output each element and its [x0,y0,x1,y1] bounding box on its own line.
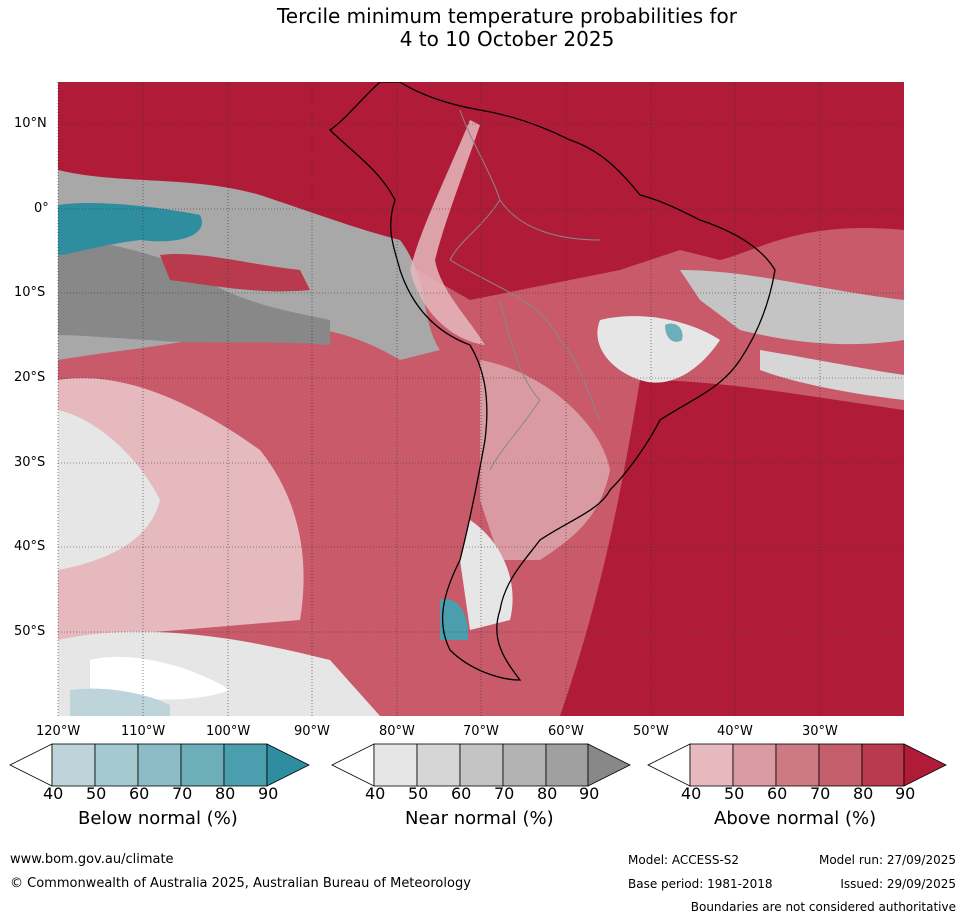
near-swatch-4 [545,743,589,787]
pacific-pale-above [58,378,304,640]
above-tick-50: 50 [724,784,745,803]
footer-copyright: © Commonwealth of Australia 2025, Austra… [10,876,471,891]
lon-label-40w: 40°W [717,724,753,739]
lat-label-40s: 40°S [14,539,46,554]
near-tick-40: 40 [365,784,386,803]
near-arrow-right [587,743,631,787]
below-normal-patch-east-pacific [58,203,202,255]
lon-label-90w: 90°W [294,724,330,739]
lat-label-0: 0° [34,201,49,216]
tropical-atlantic-near-normal [680,270,904,345]
footer-issued: Issued: 29/09/2025 [840,877,956,891]
lat-label-10n: 10°N [14,116,47,131]
above-arrow-right [903,743,947,787]
below-swatch-3 [180,743,225,787]
above-swatch-1 [732,743,777,787]
lat-label-50s: 50°S [14,624,46,639]
above-swatch-3 [818,743,863,787]
near-tick-90: 90 [579,784,600,803]
below-swatch-0 [51,743,96,787]
below-swatch-2 [137,743,182,787]
lon-label-110w: 110°W [121,724,166,739]
near-legend-title: Near normal (%) [405,808,554,829]
below-tick-50: 50 [86,784,107,803]
brazil-near-normal-patch [597,316,720,383]
below-arrow-left [9,743,53,787]
lat-label-10s: 10°S [14,285,46,300]
above-swatch-0 [689,743,734,787]
legend-near-normal [331,743,631,787]
lat-label-20s: 20°S [14,370,46,385]
lon-label-100w: 100°W [206,724,251,739]
footer-model: Model: ACCESS-S2 [628,853,740,867]
title-line-1: Tercile minimum temperature probabilitie… [276,4,738,28]
lon-label-70w: 70°W [463,724,499,739]
legend-below-normal [9,743,310,787]
footer-website: www.bom.gov.au/climate [10,852,174,867]
below-tick-80: 80 [215,784,236,803]
below-swatch-4 [223,743,268,787]
below-tick-90: 90 [258,784,279,803]
below-tick-70: 70 [172,784,193,803]
below-tick-60: 60 [129,784,150,803]
red-tongue-pacific [160,253,310,292]
near-arrow-left [331,743,375,787]
above-tick-40: 40 [681,784,702,803]
near-swatch-0 [373,743,418,787]
above-tick-60: 60 [767,784,788,803]
below-legend-title: Below normal (%) [78,808,238,829]
argentina-above-moderate [480,360,610,560]
title-line-2: 4 to 10 October 2025 [399,27,615,51]
lon-label-50w: 50°W [633,724,669,739]
above-tick-80: 80 [853,784,874,803]
footer-model-run: Model run: 27/09/2025 [818,853,956,867]
southern-below-patch [70,688,170,716]
near-swatch-3 [502,743,547,787]
below-tick-40: 40 [43,784,64,803]
lon-label-120w: 120°W [36,724,81,739]
near-tick-80: 80 [537,784,558,803]
above-tick-90: 90 [895,784,916,803]
lon-label-30w: 30°W [802,724,838,739]
near-tick-70: 70 [494,784,515,803]
map-panel [58,82,904,716]
lon-label-60w: 60°W [548,724,584,739]
below-swatch-1 [94,743,139,787]
above-arrow-left [647,743,691,787]
near-tick-50: 50 [408,784,429,803]
legend-above-normal [647,743,947,787]
above-tick-70: 70 [810,784,831,803]
andes-ridge-streak [410,120,485,345]
near-tick-60: 60 [451,784,472,803]
country-borders [449,109,601,471]
footer-base-period: Base period: 1981-2018 [628,877,773,891]
above-legend-title: Above normal (%) [714,808,877,829]
atlantic-grey-streak [760,350,904,400]
below-arrow-right [266,743,310,787]
patagonia-near-normal [460,520,513,630]
above-swatch-2 [775,743,820,787]
southern-white-patch [90,656,230,700]
near-swatch-2 [459,743,504,787]
footer-boundaries: Boundaries are not considered authoritat… [690,900,956,914]
pacific-near-normal-patch [58,410,160,570]
above-swatch-4 [861,743,905,787]
near-swatch-1 [416,743,461,787]
lon-label-80w: 80°W [379,724,415,739]
brazil-below-normal-patch [665,323,683,342]
lat-label-30s: 30°S [14,455,46,470]
south-america-coastline [328,82,776,681]
patagonia-below-normal [440,599,469,640]
near-normal-high-band [58,230,330,345]
gridlines [57,82,904,716]
